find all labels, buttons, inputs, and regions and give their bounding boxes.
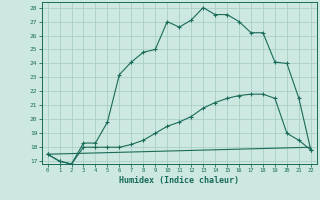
X-axis label: Humidex (Indice chaleur): Humidex (Indice chaleur) (119, 176, 239, 185)
